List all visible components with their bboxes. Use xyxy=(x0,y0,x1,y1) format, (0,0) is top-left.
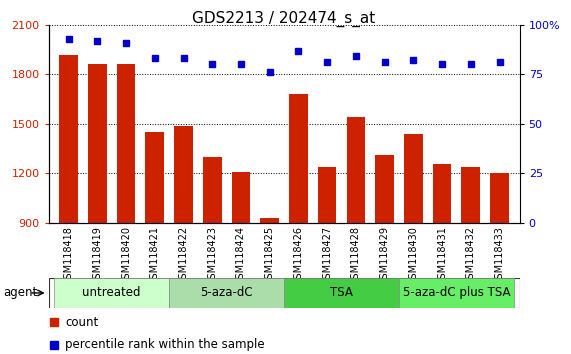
Text: untreated: untreated xyxy=(82,286,141,299)
Bar xyxy=(203,157,222,223)
Bar xyxy=(59,55,78,223)
Text: 5-aza-dC: 5-aza-dC xyxy=(200,286,253,299)
Bar xyxy=(490,173,509,223)
Bar xyxy=(461,167,480,223)
Bar xyxy=(116,64,135,223)
Text: TSA: TSA xyxy=(330,286,353,299)
Bar xyxy=(375,155,394,223)
Bar xyxy=(347,117,365,223)
Text: agent: agent xyxy=(3,286,37,299)
Bar xyxy=(169,278,284,308)
Bar xyxy=(399,278,514,308)
Text: GDS2213 / 202474_s_at: GDS2213 / 202474_s_at xyxy=(192,11,376,27)
Bar xyxy=(404,134,423,223)
Bar xyxy=(260,218,279,223)
Bar xyxy=(433,164,452,223)
Bar xyxy=(54,278,169,308)
Bar xyxy=(146,132,164,223)
Bar xyxy=(284,278,399,308)
Text: 5-aza-dC plus TSA: 5-aza-dC plus TSA xyxy=(403,286,510,299)
Bar xyxy=(289,94,308,223)
Bar xyxy=(174,126,193,223)
Text: percentile rank within the sample: percentile rank within the sample xyxy=(66,338,265,351)
Bar xyxy=(318,167,336,223)
Bar xyxy=(232,172,250,223)
Bar xyxy=(88,64,107,223)
Text: count: count xyxy=(66,316,99,329)
